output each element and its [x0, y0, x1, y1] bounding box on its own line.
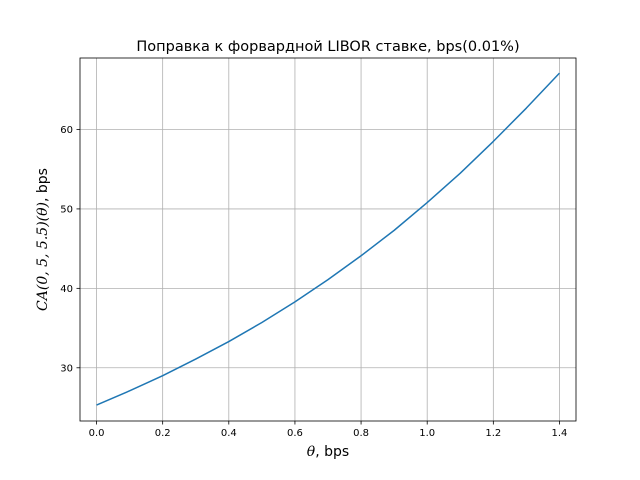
x-tick-label: 0.0	[89, 428, 105, 439]
x-axis-label-symbol: θ	[307, 444, 316, 460]
y-tick-label: 60	[60, 125, 73, 136]
x-tick-label: 0.4	[221, 428, 237, 439]
x-axis-label-unit: , bps	[315, 444, 349, 460]
y-axis-label-unit: , bps	[35, 168, 51, 202]
grid	[80, 58, 576, 421]
x-tick-label: 0.6	[287, 428, 303, 439]
x-tick-label: 1.4	[552, 428, 568, 439]
y-axis-label-symbol: CA(0, 5, 5.5)(θ)	[35, 202, 51, 311]
y-tick-label: 50	[60, 204, 73, 215]
y-axis-label: CA(0, 5, 5.5)(θ), bps	[35, 168, 51, 311]
chart-title: Поправка к форвардной LIBOR ставке, bps(…	[136, 39, 519, 55]
y-tick-label: 40	[60, 284, 73, 295]
series-layer	[96, 72, 561, 406]
x-tick-label: 0.8	[353, 428, 369, 439]
x-tick-label: 1.0	[419, 428, 435, 439]
x-axis-label: θ, bps	[307, 444, 349, 460]
y-tick-label: 30	[60, 363, 73, 374]
series-line	[96, 72, 561, 406]
axes-frame	[79, 57, 577, 422]
ticks: 0.0 0.2 0.4 0.6 0.8 1.0 1.2 1.4 30 40 50 60	[60, 125, 567, 439]
x-tick-label: 0.2	[155, 428, 171, 439]
x-tick-label: 1.2	[485, 428, 501, 439]
